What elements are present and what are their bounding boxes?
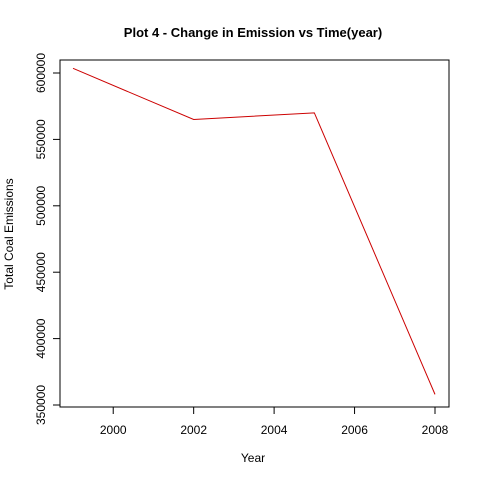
y-tick-label: 550000 [34, 119, 48, 159]
x-tick-label: 2008 [422, 423, 449, 437]
y-tick-label: 500000 [34, 185, 48, 225]
x-axis: 2000 2002 2004 2006 2008 [100, 407, 449, 437]
x-tick-label: 2002 [180, 423, 207, 437]
y-tick-label: 350000 [34, 385, 48, 425]
y-axis-label: Total Coal Emissions [2, 178, 16, 289]
y-tick-label: 450000 [34, 252, 48, 292]
y-axis: 350000 400000 450000 500000 550000 600000 [34, 53, 60, 425]
plot-frame [59, 59, 450, 408]
y-tick-label: 400000 [34, 318, 48, 358]
x-axis-label: Year [241, 451, 265, 465]
x-tick-label: 2006 [341, 423, 368, 437]
y-tick-label: 600000 [34, 53, 48, 93]
x-tick-label: 2000 [100, 423, 127, 437]
x-tick-label: 2004 [261, 423, 288, 437]
chart-title: Plot 4 - Change in Emission vs Time(year… [124, 25, 382, 40]
emissions-series-line [72, 67, 436, 395]
